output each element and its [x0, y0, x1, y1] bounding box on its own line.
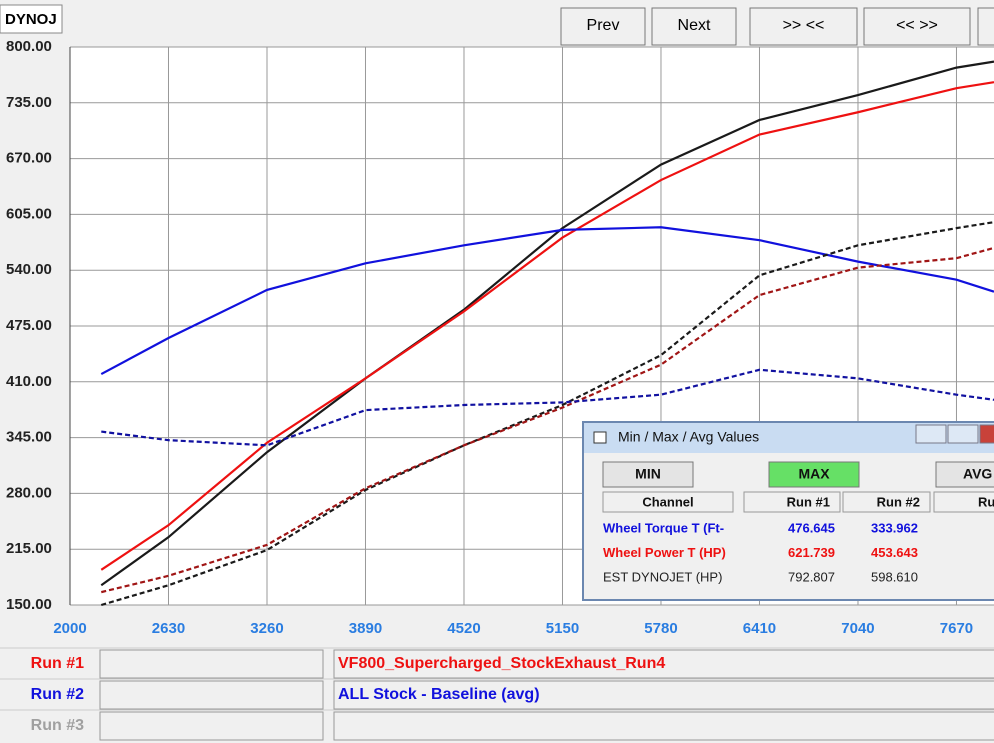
run-label: Run #1: [31, 655, 84, 672]
x-tick-label: 7040: [841, 620, 874, 637]
run-slot[interactable]: [99, 711, 324, 741]
y-tick-label: 800.00: [6, 38, 52, 55]
button-label: Next: [678, 17, 711, 34]
run-file-box[interactable]: [333, 649, 994, 679]
run1-value: 792.807: [788, 569, 835, 584]
dialog-icon: [593, 431, 607, 444]
button-label: Prev: [587, 17, 620, 34]
run-slot[interactable]: [99, 649, 324, 679]
series-line: [101, 246, 994, 594]
channel-name: Wheel Power T (HP): [603, 545, 726, 560]
y-tick-label: 280.00: [6, 484, 52, 501]
mode-label: MIN: [635, 466, 661, 482]
run-slot[interactable]: [99, 680, 324, 710]
column-header: [743, 491, 841, 513]
x-tick-label: 5150: [546, 620, 579, 637]
run2-value: 453.643: [871, 545, 918, 560]
run1-value: 476.645: [788, 520, 835, 535]
maximize-button[interactable]: [947, 424, 979, 444]
series-line: [101, 368, 994, 447]
tab[interactable]: [0, 4, 63, 34]
run-file-box[interactable]: [333, 680, 994, 710]
column-header-label: Ru: [978, 494, 994, 509]
run2-value: 598.610: [871, 569, 918, 584]
series-line: [100, 226, 994, 376]
y-tick-label: 605.00: [6, 205, 52, 222]
y-tick-label: 540.00: [6, 261, 52, 278]
series-line: [100, 60, 994, 587]
button[interactable]: [560, 7, 646, 46]
dialog-title: Min / Max / Avg Values: [618, 429, 759, 445]
column-header-label: Run #2: [877, 494, 920, 509]
run1-value: 621.739: [788, 545, 835, 560]
y-tick-label: 215.00: [6, 540, 52, 557]
mode-label: MAX: [798, 466, 830, 482]
x-tick-label: 5780: [644, 620, 677, 637]
button[interactable]: [651, 7, 737, 46]
close-button[interactable]: [979, 424, 994, 444]
x-tick-label: 6410: [743, 620, 776, 637]
run-file: VF800_Supercharged_StockExhaust_Run4: [338, 655, 665, 672]
column-header: [933, 491, 994, 513]
x-tick-label: 4520: [447, 620, 480, 637]
column-header: [842, 491, 931, 513]
run-label: Run #2: [31, 686, 84, 703]
y-tick-label: 735.00: [6, 94, 52, 111]
tab-label: DYNOJ: [5, 11, 57, 28]
y-tick-label: 345.00: [6, 429, 52, 446]
button[interactable]: [749, 7, 858, 46]
column-header-label: Run #1: [787, 494, 830, 509]
minimize-button[interactable]: [915, 424, 947, 444]
y-tick-label: 670.00: [6, 150, 52, 167]
mode-button[interactable]: [935, 461, 994, 488]
mode-button[interactable]: [768, 461, 860, 488]
x-tick-label: 2000: [53, 620, 86, 637]
x-tick-label: 7670: [940, 620, 973, 637]
mode-label: AVG: [963, 466, 992, 482]
run-label: Run #3: [31, 717, 84, 734]
column-header-label: Channel: [642, 494, 693, 509]
channel-name: EST DYNOJET (HP): [603, 569, 722, 584]
channel-name: Wheel Torque T (Ft-: [603, 520, 724, 535]
button-label: >> <<: [783, 17, 825, 34]
run-file-box[interactable]: [333, 711, 994, 741]
button[interactable]: [977, 7, 994, 46]
button[interactable]: [863, 7, 971, 46]
column-header: [602, 491, 734, 513]
button-label: << >>: [896, 17, 938, 34]
x-tick-label: 2630: [152, 620, 185, 637]
series-line: [100, 81, 994, 571]
run-file: ALL Stock - Baseline (avg): [338, 686, 540, 703]
y-tick-label: 475.00: [6, 317, 52, 334]
series-line: [100, 221, 994, 607]
x-tick-label: 3260: [250, 620, 283, 637]
y-tick-label: 150.00: [6, 596, 52, 613]
x-tick-label: 3890: [349, 620, 382, 637]
y-tick-label: 410.00: [6, 373, 52, 390]
run2-value: 333.962: [871, 520, 918, 535]
mode-button[interactable]: [602, 461, 694, 488]
